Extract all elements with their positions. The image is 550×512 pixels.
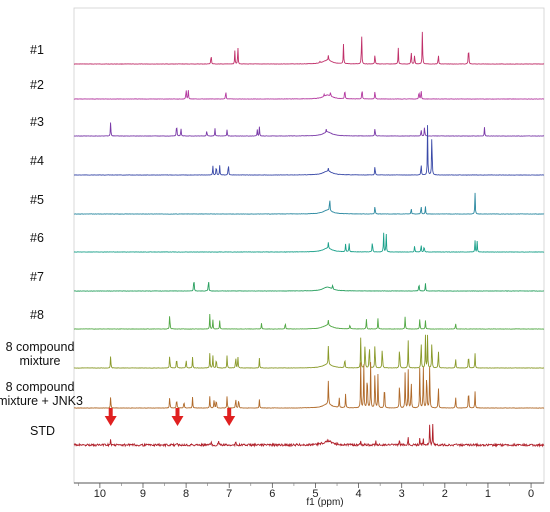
- series-label-4-line-1: #4: [30, 154, 44, 168]
- x-tick-label-2: 2: [442, 488, 448, 500]
- series-label-10-line-1: 8 compound: [6, 380, 75, 394]
- series-label-5-line-1: #5: [30, 193, 44, 207]
- annotation-arrows: [104, 408, 236, 426]
- x-axis: 10 9 8 7 6 5 4 3 2 1 0: [74, 482, 544, 500]
- spectrum-trace-11: [73, 424, 545, 448]
- series-label-10-line-2: mixture + JNK3: [0, 394, 83, 408]
- spectrum-trace-1: [73, 31, 545, 65]
- spectrum-trace-10: [73, 362, 545, 409]
- spectra-layer: [73, 31, 545, 448]
- red-arrow-2: [171, 408, 184, 426]
- spectrum-trace-3: [73, 122, 545, 137]
- x-tick-label-3: 3: [399, 488, 405, 500]
- spectrum-trace-5: [73, 192, 545, 215]
- series-label-6-line-1: #6: [30, 231, 44, 245]
- series-label-3-line-1: #3: [30, 115, 44, 129]
- x-tick-label-10: 10: [94, 488, 106, 500]
- x-tick-label-9: 9: [140, 488, 146, 500]
- red-arrow-3: [223, 408, 236, 426]
- series-label-11-line-1: STD: [30, 424, 55, 438]
- spectrum-trace-4: [73, 125, 545, 176]
- series-label-2-line-1: #2: [30, 78, 44, 92]
- spectrum-trace-8: [73, 313, 545, 330]
- series-label-1-line-1: #1: [30, 43, 44, 57]
- series-label-9-line-1: 8 compound: [6, 340, 75, 354]
- x-tick-label-5: 5: [312, 488, 318, 500]
- spectrum-trace-7: [73, 282, 545, 292]
- x-tick-label-7: 7: [226, 488, 232, 500]
- spectrum-trace-6: [73, 232, 545, 253]
- x-tick-label-6: 6: [269, 488, 275, 500]
- x-tick-label-1: 1: [485, 488, 491, 500]
- spectrum-trace-9: [73, 334, 545, 369]
- x-tick-label-8: 8: [183, 488, 189, 500]
- series-label-8-line-1: #8: [30, 308, 44, 322]
- series-label-9-line-2: mixture: [20, 354, 61, 368]
- series-label-7-line-1: #7: [30, 270, 44, 284]
- red-arrow-1: [104, 408, 117, 426]
- x-tick-label-0: 0: [528, 488, 534, 500]
- x-axis-title: f1 (ppm): [306, 497, 343, 508]
- plot-frame: [73, 7, 545, 484]
- x-tick-label-4: 4: [356, 488, 362, 500]
- spectrum-trace-2: [73, 90, 545, 100]
